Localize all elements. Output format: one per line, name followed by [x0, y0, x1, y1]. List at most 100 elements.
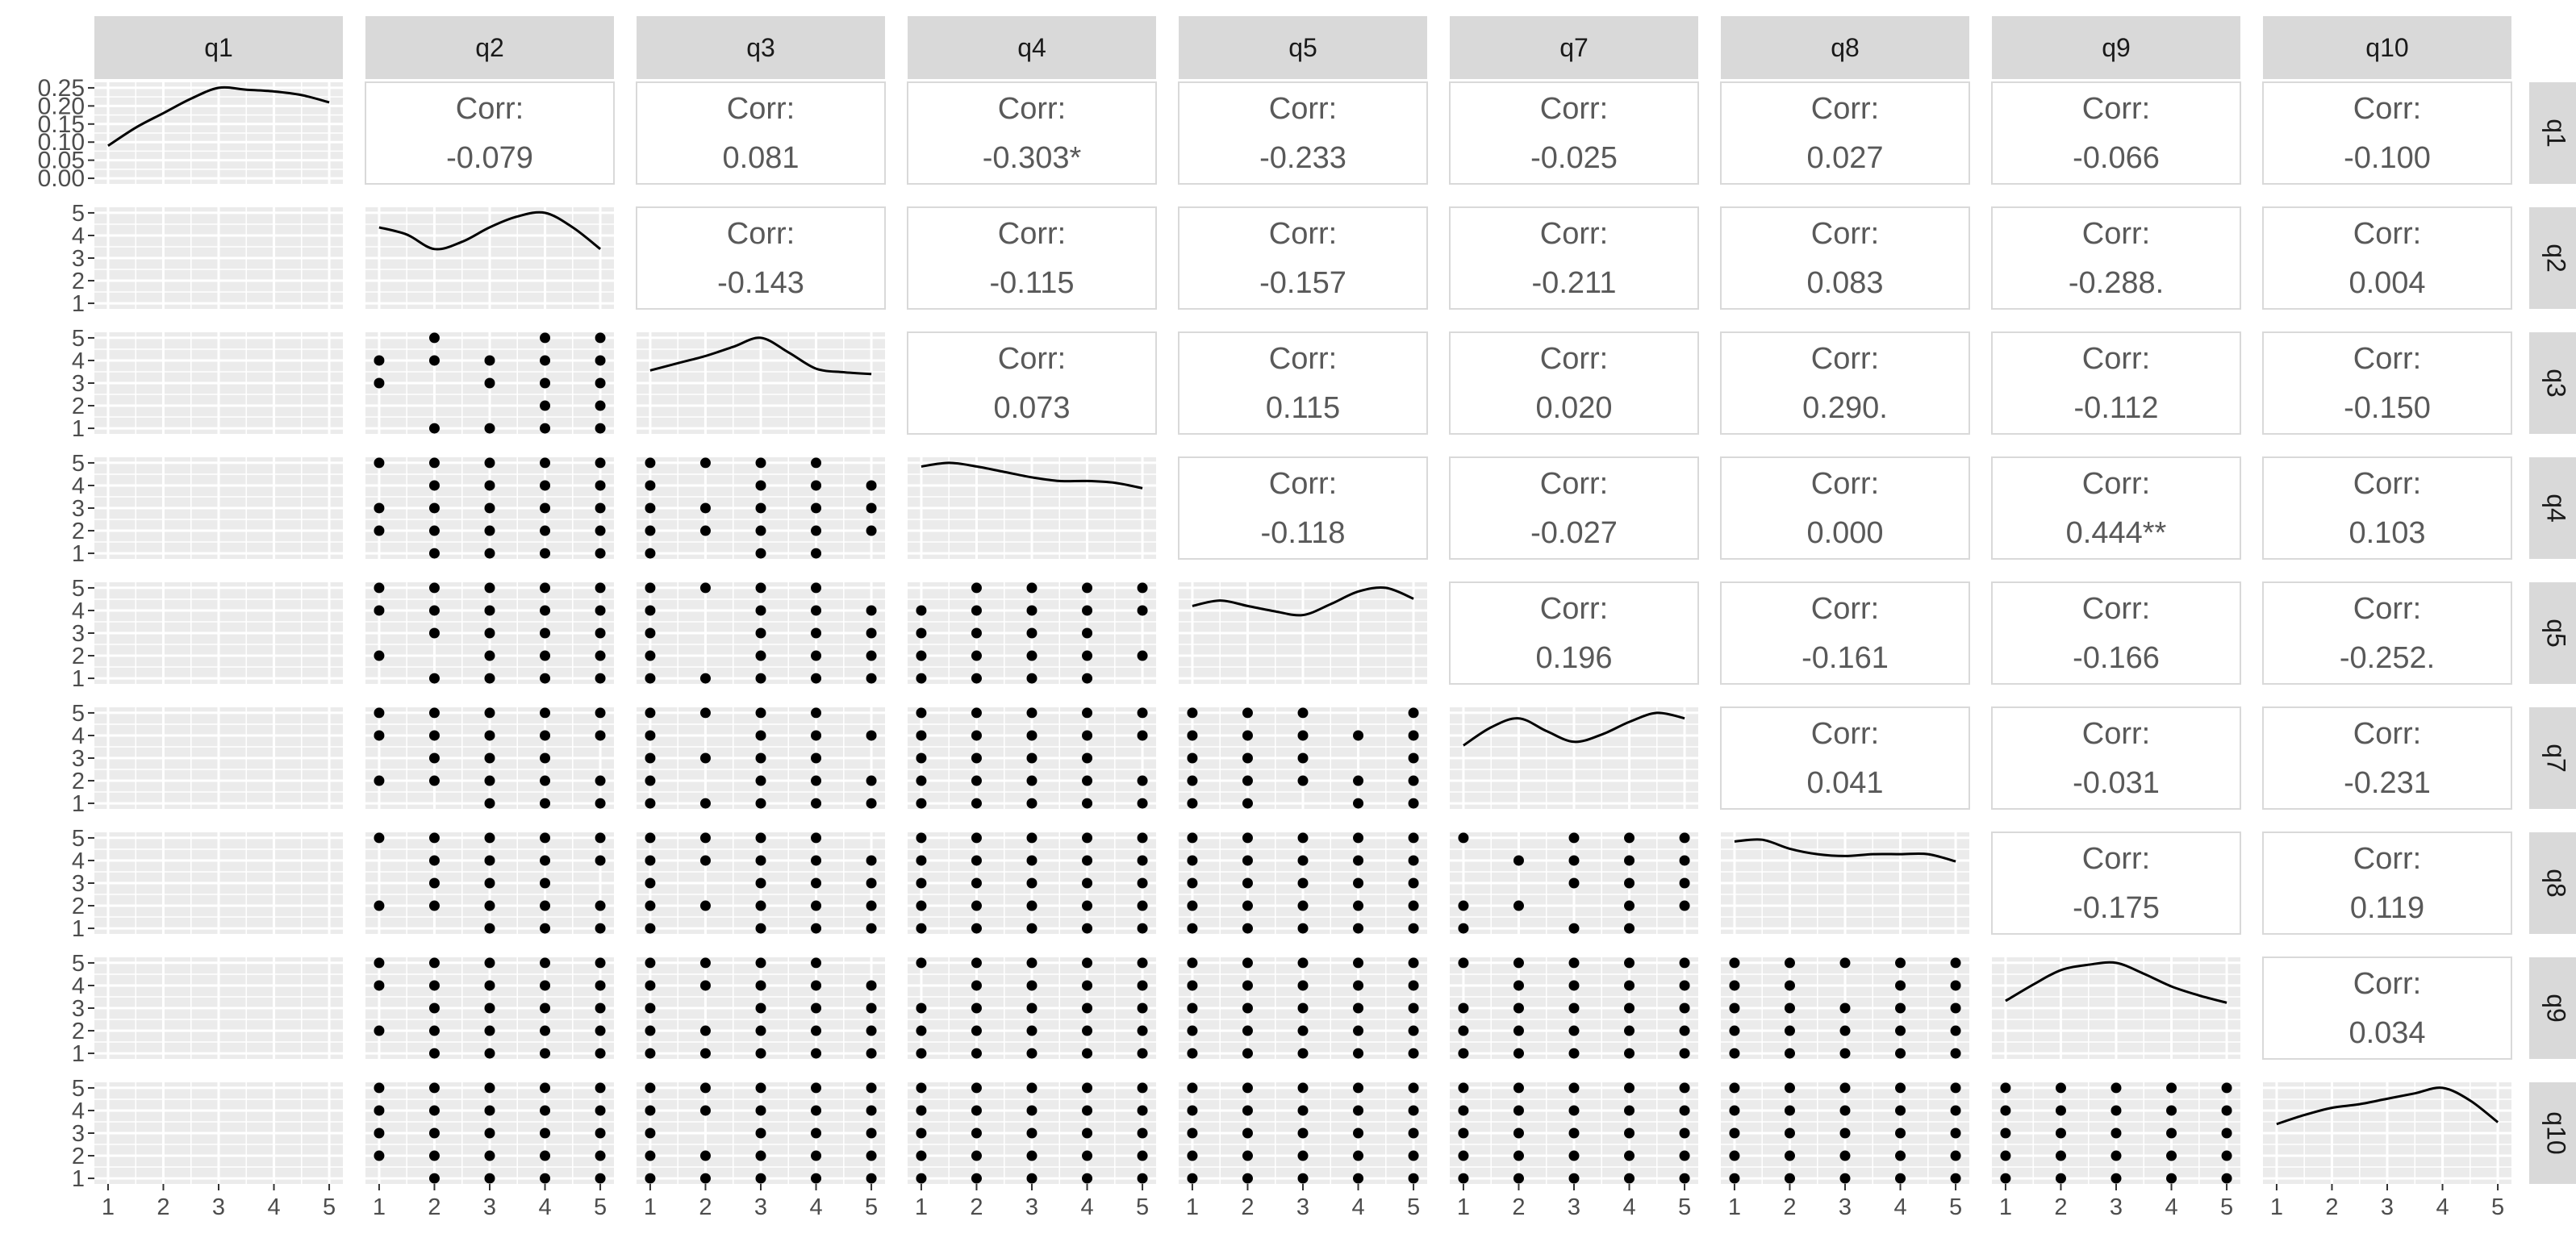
panel-q4-q2 [365, 457, 614, 559]
scatter-point [484, 1150, 495, 1161]
scatter-point [1408, 957, 1419, 969]
scatter-point [866, 1127, 877, 1139]
scatter-point [1624, 1002, 1635, 1014]
strip-right-q5 [2529, 582, 2576, 684]
corr-panel-bg [1449, 81, 1699, 185]
scatter-point [1082, 605, 1093, 616]
scatter-point [2110, 1082, 2122, 1094]
scatter-point [1082, 775, 1093, 786]
scatter-point [1026, 707, 1037, 719]
scatter-point [755, 457, 766, 469]
scatter-point [866, 855, 877, 866]
scatter-point [699, 752, 711, 764]
corr-value: 0.083 [1806, 266, 1883, 300]
panel-q3-q5: Corr: 0.115 [1178, 331, 1428, 435]
scatter-point [755, 877, 766, 889]
scatter-point [1187, 957, 1198, 969]
scatter-point [1137, 832, 1148, 844]
scatter-point [699, 957, 711, 969]
scatter-point [1137, 1127, 1148, 1139]
scatter-point [1297, 1082, 1309, 1094]
scatter-point [1624, 980, 1635, 991]
scatter-point [484, 1127, 495, 1139]
scatter-point [1026, 627, 1037, 639]
panel-q1-q8: Corr: 0.027 [1720, 81, 1970, 185]
corr-panel-bg [1178, 206, 1428, 310]
scatter-point [1729, 980, 1740, 991]
scatter-point [595, 355, 606, 366]
scatter-point [755, 1173, 766, 1184]
scatter-point [428, 423, 440, 434]
scatter-point [866, 798, 877, 809]
scatter-point [1624, 1105, 1635, 1116]
scatter-point [2055, 1150, 2066, 1161]
panel-q7-q9: Corr: -0.031 [1991, 706, 2241, 810]
y-tick-label: 5 [72, 576, 85, 602]
scatter-point [2055, 1105, 2066, 1116]
scatter-point [595, 480, 606, 491]
strip-right-q9 [2529, 957, 2576, 1059]
scatter-point [428, 355, 440, 366]
scatter-point [595, 548, 606, 559]
x-tick-label: 5 [1949, 1194, 1962, 1220]
scatter-point [595, 627, 606, 639]
scatter-point [971, 1048, 982, 1059]
scatter-point [484, 457, 495, 469]
scatter-point [916, 1002, 927, 1014]
scatter-point [1353, 923, 1364, 934]
x-tick-label: 5 [2220, 1194, 2233, 1220]
scatter-point [1895, 980, 1906, 991]
scatter-point [755, 1150, 766, 1161]
y-tick-label: 3 [72, 246, 85, 272]
scatter-point [699, 1048, 711, 1059]
scatter-point [1568, 1025, 1580, 1036]
strip-right-label: q7 [2542, 744, 2571, 773]
scatter-point [595, 1127, 606, 1139]
scatter-point [595, 377, 606, 389]
corr-value: -0.303* [983, 141, 1082, 175]
scatter-point [971, 900, 982, 911]
scatter-point [2166, 1150, 2177, 1161]
strip-top-q3 [637, 16, 885, 79]
scatter-point [1242, 1173, 1253, 1184]
corr-label: Corr: [2353, 967, 2421, 1001]
scatter-point [1895, 1002, 1906, 1014]
density-curve [378, 210, 602, 251]
scatter-point [428, 548, 440, 559]
corr-label: Corr: [2082, 467, 2150, 501]
scatter-point [1242, 752, 1253, 764]
strip-right-label: q5 [2542, 619, 2571, 648]
scatter-point [540, 627, 551, 639]
scatter-point [811, 923, 822, 934]
scatter-point [1458, 923, 1469, 934]
scatter-point [374, 832, 385, 844]
scatter-point [1458, 1127, 1469, 1139]
scatter-point [540, 923, 551, 934]
scatter-point [811, 480, 822, 491]
scatter-point [1458, 832, 1469, 844]
scatter-point [1187, 1082, 1198, 1094]
scatter-point [1568, 957, 1580, 969]
scatter-point [1839, 1082, 1851, 1094]
scatter-point [484, 1048, 495, 1059]
y-tick-label: 0.20 [38, 93, 85, 119]
scatter-point [484, 605, 495, 616]
scatter-point [484, 673, 495, 684]
x-tick-label: 2 [2325, 1194, 2338, 1220]
scatter-point [971, 582, 982, 594]
scatter-point [645, 1127, 656, 1139]
scatter-point [971, 707, 982, 719]
strip-right-q2 [2529, 207, 2576, 309]
panel-q3-q1 [94, 332, 343, 434]
scatter-point [755, 673, 766, 684]
scatter-point [1513, 1150, 1524, 1161]
scatter-point [1353, 730, 1364, 741]
y-tick-label: 1 [72, 291, 85, 317]
scatter-point [811, 707, 822, 719]
corr-value: -0.143 [717, 266, 804, 300]
scatter-point [1679, 980, 1690, 991]
strip-right-q4 [2529, 457, 2576, 559]
scatter-point [1408, 900, 1419, 911]
scatter-point [2166, 1127, 2177, 1139]
